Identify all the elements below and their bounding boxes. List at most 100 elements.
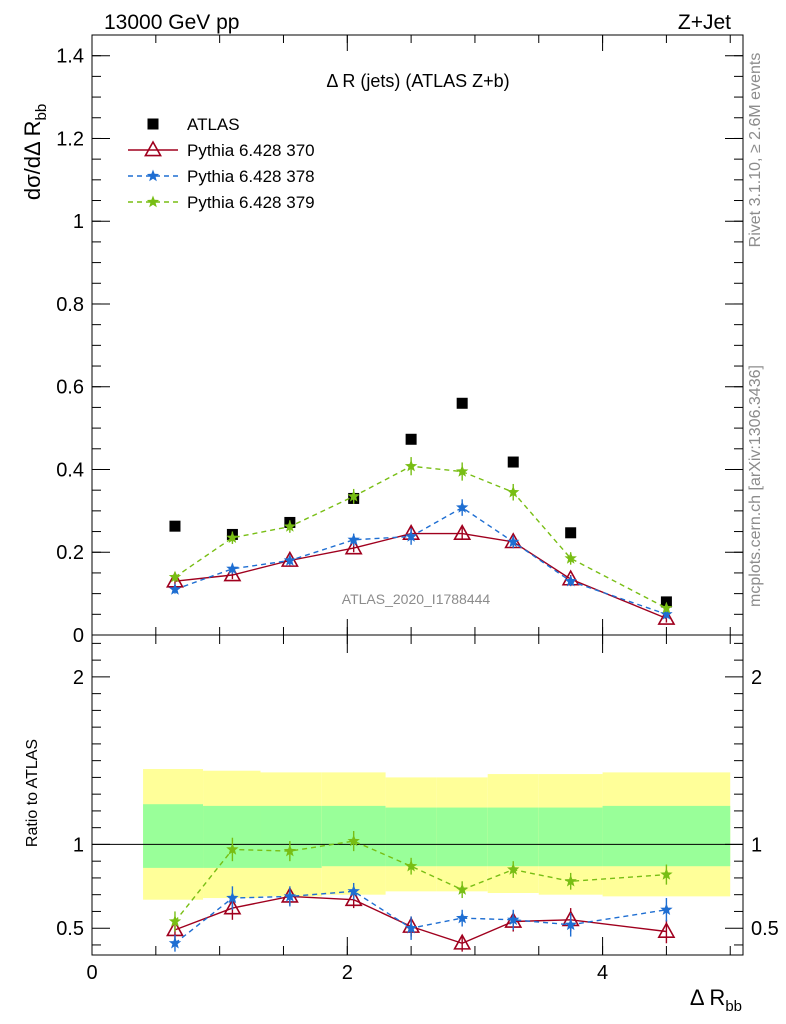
main-atlas-point-square: [405, 433, 417, 445]
main-pythia-6-428-378-series: [168, 499, 673, 620]
main-pythia-6-428-379-point-star: [456, 465, 469, 477]
ratio-pythia-6-428-378-point-star: [168, 936, 182, 949]
x-axis-label: Δ Rbb: [690, 985, 742, 1015]
main-pythia-6-428-378-point-star: [283, 554, 296, 566]
legend-pythia-6-428-370-label: Pythia 6.428 370: [187, 141, 315, 160]
legend-atlas-marker-square: [147, 118, 159, 130]
ratio-pythia-6-428-378-series: [168, 882, 673, 952]
ratio-pythia-6-428-378-point-star: [404, 921, 418, 934]
legend-pythia-6-428-378-label: Pythia 6.428 378: [187, 167, 315, 186]
ratio-plot-frame: [91, 634, 744, 956]
ratio-band-green: [143, 804, 204, 868]
ratio-y-tick-label: 1: [73, 834, 84, 856]
main-pythia-6-428-379-point-star: [283, 520, 296, 532]
mcplots-label: mcplots.cern.ch [arXiv:1306.3436]: [747, 365, 764, 607]
ratio-y-tick-label: 0.5: [56, 918, 84, 940]
main-pythia-6-428-378-point-star: [456, 501, 469, 513]
rivet-label: Rivet 3.1.10, ≥ 2.6M events: [747, 53, 764, 248]
main-pythia-6-428-370-point-triangle: [344, 538, 363, 555]
ratio-pythia-6-428-378-point-star: [564, 918, 577, 931]
ratio-band-green: [260, 805, 322, 868]
energy-label: 13000 GeV pp: [104, 11, 239, 34]
ratio-pythia-6-428-370-point-triangle: [223, 898, 242, 915]
main-pythia-6-428-379-series: [168, 457, 673, 614]
main-pythia-6-428-379-point-star: [347, 489, 360, 502]
ratio-pythia-6-428-378-point-star: [226, 891, 239, 904]
main-pythia-6-428-370-point-triangle: [223, 565, 242, 582]
legend-pythia-6-428-379-marker-star: [146, 195, 160, 208]
main-pythia-6-428-379-point-star: [404, 459, 418, 472]
ratio-y-tick-label-right: 2: [751, 667, 762, 689]
ratio-y-tick-label-right: 0.5: [751, 918, 779, 940]
ratio-pythia-6-428-379-point-star: [168, 915, 182, 927]
legend-pythia-6-428-379-label: Pythia 6.428 379: [187, 193, 315, 212]
ratio-pythia-6-428-379-point-star: [226, 843, 239, 855]
ratio-pythia-6-428-379-line: [174, 840, 667, 922]
main-pythia-6-428-379-point-star: [168, 570, 182, 583]
x-tick-label: 4: [597, 962, 608, 984]
main-y-tick-label: 1.4: [56, 46, 84, 68]
ratio-y-axis-label: Ratio to ATLAS: [24, 739, 41, 847]
ratio-band-green: [436, 807, 488, 867]
main-pythia-6-428-378-point-star: [226, 562, 239, 575]
main-pythia-6-428-378-point-star: [660, 607, 673, 620]
main-atlas-point-square: [507, 456, 519, 468]
main-atlas-point-square: [456, 397, 468, 409]
ratio-chart-marks: [166, 831, 676, 952]
main-atlas-point-square: [169, 520, 181, 532]
xlabel-text: Δ R: [690, 985, 725, 1010]
main-pythia-6-428-379-point-star: [507, 485, 520, 498]
ratio-pythia-6-428-370-line: [174, 895, 667, 945]
main-atlas-series: [169, 397, 672, 608]
ratio-pythia-6-428-370-point-triangle: [453, 933, 472, 950]
ratio-pythia-6-428-378-point-star: [347, 884, 360, 897]
main-pythia-6-428-379-point-star: [226, 531, 239, 543]
legend-atlas-label: ATLAS: [187, 115, 240, 134]
main-ylabel-subscript: bb: [33, 104, 50, 121]
x-tick-label: 0: [86, 962, 97, 984]
main-y-tick-label: 0.4: [56, 459, 84, 481]
main-pythia-6-428-370-series: [166, 523, 676, 625]
ratio-pythia-6-428-379-point-star: [347, 834, 360, 847]
ratio-band-green: [538, 807, 603, 867]
ratio-y-tick-label-right: 1: [751, 834, 762, 856]
main-ylabel-text: dσ/dΔ R: [20, 121, 45, 201]
xlabel-subscript: bb: [725, 998, 742, 1015]
ratio-pythia-6-428-378-point-star: [283, 889, 296, 902]
main-y-tick-label: 0.6: [56, 377, 84, 399]
main-pythia-6-428-379-point-star: [660, 601, 673, 614]
main-y-axis-label: dσ/dΔ Rbb: [20, 104, 50, 200]
main-pythia-6-428-378-point-star: [507, 535, 520, 548]
main-atlas-point-square: [565, 527, 577, 539]
x-tick-label: 2: [342, 962, 353, 984]
ratio-pythia-6-428-379-point-star: [283, 844, 296, 857]
main-pythia-6-428-379-line: [174, 465, 667, 609]
main-plot-panel: 0 0.2 0.4 0.6 0.8 1 1.2 1.4 Δ R (jets) (ATLAS Z…: [20, 34, 744, 647]
ratio-pythia-6-428-379-point-star: [456, 883, 469, 895]
main-y-tick-label: 0.8: [56, 294, 84, 316]
ratio-pythia-6-428-370-point-triangle: [657, 921, 676, 938]
main-pythia-6-428-378-point-star: [168, 583, 182, 595]
analysis-label: ATLAS_2020_I1788444: [342, 591, 491, 607]
main-y-tick-label: 0.2: [56, 542, 84, 564]
ratio-axis-ticks: 0.5 0.5 1 1 2 2 0 2 4: [56, 635, 779, 984]
ratio-band-green: [385, 807, 437, 867]
ratio-pythia-6-428-379-point-star: [404, 859, 418, 872]
main-y-tick-label: 0: [73, 625, 84, 647]
ratio-band-green: [487, 807, 539, 867]
process-label: Z+Jet: [678, 11, 731, 34]
main-pythia-6-428-379-point-star: [564, 551, 577, 564]
ratio-pythia-6-428-379-point-star: [507, 863, 520, 875]
main-pythia-6-428-378-point-star: [347, 533, 360, 546]
main-axis-ticks: 0 0.2 0.4 0.6 0.8 1 1.2 1.4: [56, 35, 743, 647]
ratio-pythia-6-428-379-point-star: [564, 874, 577, 887]
main-chart-marks: [166, 397, 676, 625]
main-pythia-6-428-370-point-triangle: [657, 608, 676, 625]
legend-pythia-6-428-378-marker-star: [146, 169, 160, 182]
ratio-pythia-6-428-378-point-star: [660, 903, 673, 915]
main-pythia-6-428-378-point-star: [404, 530, 418, 542]
main-y-tick-label: 1: [73, 211, 84, 233]
legend-pythia-6-428-370-marker-triangle: [144, 140, 162, 157]
ratio-pythia-6-428-370-point-triangle: [344, 890, 363, 907]
